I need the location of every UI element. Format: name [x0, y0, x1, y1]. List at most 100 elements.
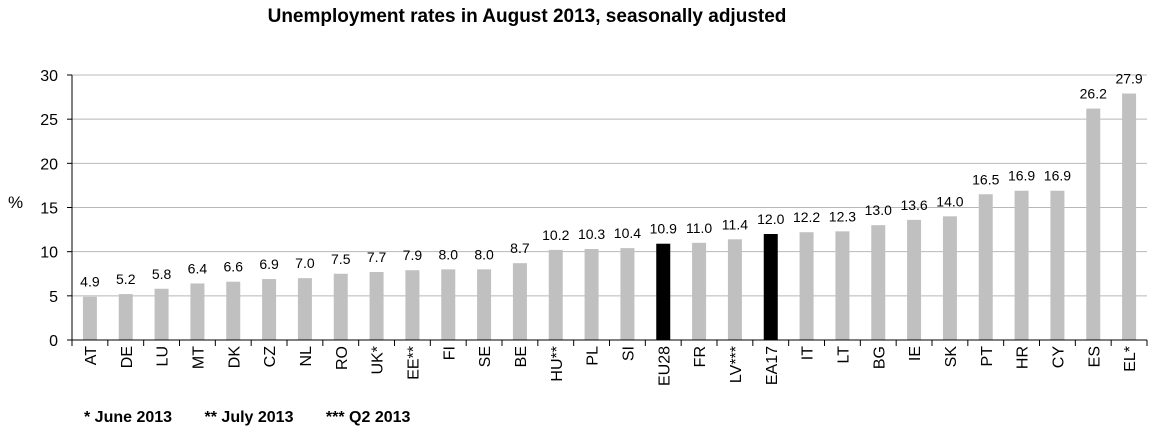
data-label: 5.2: [116, 271, 136, 287]
bar-ie: [907, 219, 922, 340]
data-label: 27.9: [1115, 71, 1142, 87]
data-label: 10.4: [614, 225, 641, 241]
data-label: 10.9: [650, 221, 677, 237]
x-tick-label: EA17: [764, 346, 781, 385]
x-tick-label: SK: [943, 346, 960, 368]
data-label: 4.9: [80, 274, 100, 290]
bar-dk: [226, 281, 241, 340]
x-tick-label: LV***: [728, 346, 745, 383]
x-tick-label: EU28: [656, 346, 673, 386]
y-axis-label: %: [8, 193, 23, 212]
x-tick-label: SE: [477, 346, 494, 367]
data-label: 16.9: [1008, 168, 1035, 184]
y-tick-label: 15: [40, 201, 58, 218]
bar-at: [82, 296, 97, 340]
y-tick-label: 10: [40, 245, 58, 262]
x-tick-label: CY: [1050, 346, 1067, 369]
x-tick-label: FR: [692, 346, 709, 367]
chart-title: Unemployment rates in August 2013, seaso…: [267, 6, 787, 27]
bars: [82, 93, 1137, 340]
bar-hu: [548, 249, 563, 340]
x-tick-label: PT: [979, 346, 996, 367]
x-tick-label: EE**: [405, 346, 422, 380]
bar-hr: [1014, 190, 1029, 340]
bar-bg: [871, 225, 886, 340]
x-tick-label: FI: [441, 346, 458, 360]
bar-eu28: [656, 243, 671, 340]
footnote-june: * June 2013: [84, 409, 173, 426]
data-label: 5.8: [152, 266, 172, 282]
footnote-july: ** July 2013: [204, 409, 294, 426]
data-label: 12.2: [793, 209, 820, 225]
y-tick-label: 0: [49, 333, 58, 350]
x-tick-label: AT: [83, 346, 100, 365]
x-tick-label: HU**: [549, 346, 566, 382]
y-tick-label: 20: [40, 156, 58, 173]
data-label: 6.9: [259, 256, 279, 272]
x-tick-label: BE: [513, 346, 530, 367]
y-tick-label: 5: [49, 289, 58, 306]
x-tick-label: ES: [1086, 346, 1103, 367]
bar-se: [477, 269, 492, 340]
bar-it: [799, 232, 814, 340]
data-label: 8.0: [474, 246, 494, 262]
y-axis: 0 5 10 15 20 25 30: [40, 68, 73, 350]
bar-el: [1122, 93, 1137, 340]
bar-sk: [942, 216, 957, 340]
bar-mt: [190, 283, 205, 340]
bar-uk: [369, 271, 384, 340]
bar-es: [1086, 108, 1101, 340]
data-label: 11.4: [722, 216, 748, 232]
y-tick-label: 30: [40, 68, 58, 85]
bar-pl: [584, 249, 599, 340]
x-tick-label: MT: [190, 346, 207, 369]
data-label: 7.9: [403, 247, 423, 263]
bar-fi: [441, 269, 456, 340]
data-label: 6.6: [224, 259, 244, 275]
footnotes: * June 2013 ** July 2013 *** Q2 2013: [84, 409, 438, 427]
x-tick-label: LT: [835, 346, 852, 364]
x-tick-label: HR: [1015, 346, 1032, 369]
data-label: 7.7: [367, 249, 387, 265]
data-label: 13.6: [900, 197, 927, 213]
x-tick-label: NL: [298, 346, 315, 367]
y-tick-label: 25: [40, 112, 58, 129]
bar-pt: [978, 194, 993, 340]
bar-lu: [154, 288, 169, 340]
x-tick-label: UK*: [370, 346, 387, 374]
data-label: 12.0: [757, 211, 784, 227]
bar-ro: [333, 273, 348, 340]
x-tick-label: DK: [226, 346, 243, 369]
data-label: 10.3: [578, 226, 605, 242]
bar-lv: [727, 239, 742, 340]
data-label: 8.0: [439, 246, 459, 262]
bar-nl: [297, 278, 312, 340]
data-label: 16.5: [972, 171, 999, 187]
grid-lines: [72, 74, 1147, 297]
data-label: 11.0: [686, 220, 712, 236]
bar-ee: [405, 270, 420, 340]
x-tick-label: SI: [620, 346, 637, 361]
bar-cz: [262, 279, 277, 340]
data-label: 26.2: [1080, 86, 1107, 102]
bar-de: [118, 294, 133, 340]
bar-fr: [692, 242, 707, 340]
data-label: 14.0: [936, 193, 963, 209]
data-label: 12.3: [829, 208, 856, 224]
data-label: 7.5: [331, 251, 351, 267]
x-tick-label: EL*: [1122, 346, 1139, 372]
data-label: 10.2: [542, 227, 569, 243]
x-tick-label: RO: [334, 346, 351, 370]
bar-ea17: [763, 234, 778, 340]
x-tick-label: CZ: [262, 346, 279, 368]
x-tick-label: BG: [871, 346, 888, 369]
footnote-q2: *** Q2 2013: [325, 409, 411, 426]
data-label: 13.0: [865, 202, 892, 218]
bar-si: [620, 248, 635, 340]
bar-be: [512, 263, 527, 340]
x-tick-label: DE: [119, 346, 136, 368]
bar-lt: [835, 231, 850, 340]
x-tick-label: IT: [800, 346, 817, 360]
bar-cy: [1050, 190, 1065, 340]
